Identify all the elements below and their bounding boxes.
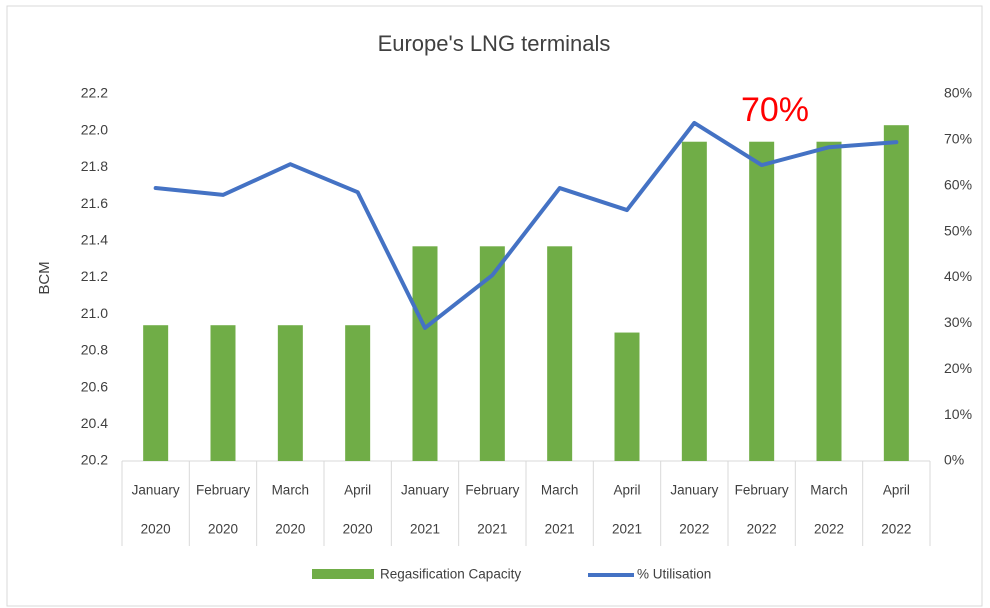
chart-title: Europe's LNG terminals: [378, 31, 611, 56]
x-tick-year: 2020: [275, 522, 305, 537]
x-tick-label: March: [541, 483, 579, 498]
x-tick-year: 2022: [814, 522, 844, 537]
bar: [547, 246, 573, 461]
legend-label: Regasification Capacity: [380, 567, 521, 582]
y2-tick-label: 0%: [944, 452, 964, 468]
x-tick-label: February: [735, 483, 789, 498]
y-tick-label: 21.8: [81, 158, 108, 174]
y2-tick-label: 70%: [944, 131, 972, 147]
x-tick-label: April: [344, 483, 371, 498]
legend-swatch: [312, 569, 374, 579]
y-tick-label: 20.6: [81, 378, 108, 394]
bar: [143, 325, 169, 461]
x-tick-year: 2022: [747, 522, 777, 537]
x-tick-label: January: [401, 483, 449, 498]
y2-tick-label: 50%: [944, 222, 972, 238]
x-tick-label: April: [613, 483, 640, 498]
bar: [412, 246, 438, 461]
bar: [210, 325, 236, 461]
y2-tick-label: 60%: [944, 176, 972, 192]
x-tick-year: 2020: [343, 522, 373, 537]
y2-tick-label: 20%: [944, 360, 972, 376]
x-tick-year: 2021: [410, 522, 440, 537]
bar: [681, 141, 707, 461]
x-tick-label: January: [670, 483, 718, 498]
y-tick-label: 21.2: [81, 268, 108, 284]
x-tick-year: 2022: [679, 522, 709, 537]
y-tick-label: 20.4: [81, 415, 108, 431]
bar: [479, 246, 505, 461]
y-tick-label: 21.4: [81, 232, 108, 248]
x-tick-label: March: [810, 483, 848, 498]
x-tick-label: March: [272, 483, 310, 498]
y-axis-label: BCM: [36, 261, 53, 294]
x-tick-year: 2020: [141, 522, 171, 537]
x-tick-label: January: [132, 483, 180, 498]
x-tick-year: 2021: [612, 522, 642, 537]
y-tick-label: 20.8: [81, 342, 108, 358]
y-tick-label: 21.6: [81, 195, 108, 211]
bar: [749, 141, 775, 461]
bar: [614, 332, 640, 461]
y-tick-label: 20.2: [81, 452, 108, 468]
x-tick-year: 2021: [477, 522, 507, 537]
x-tick-label: April: [883, 483, 910, 498]
bar: [345, 325, 371, 461]
bar: [816, 141, 842, 461]
annotation: 70%: [741, 91, 809, 129]
x-tick-year: 2020: [208, 522, 238, 537]
x-tick-label: February: [465, 483, 519, 498]
bar: [883, 125, 909, 461]
y2-tick-label: 10%: [944, 406, 972, 422]
y-tick-label: 22.0: [81, 121, 108, 137]
x-tick-year: 2021: [545, 522, 575, 537]
legend-label: % Utilisation: [637, 567, 711, 582]
y-tick-label: 21.0: [81, 305, 108, 321]
line: [153, 120, 899, 330]
y2-tick-label: 30%: [944, 314, 972, 330]
x-tick-label: February: [196, 483, 250, 498]
y-tick-label: 22.2: [81, 85, 108, 101]
y2-tick-label: 40%: [944, 268, 972, 284]
bar: [277, 325, 303, 461]
y2-tick-label: 80%: [944, 85, 972, 101]
x-tick-year: 2022: [881, 522, 911, 537]
